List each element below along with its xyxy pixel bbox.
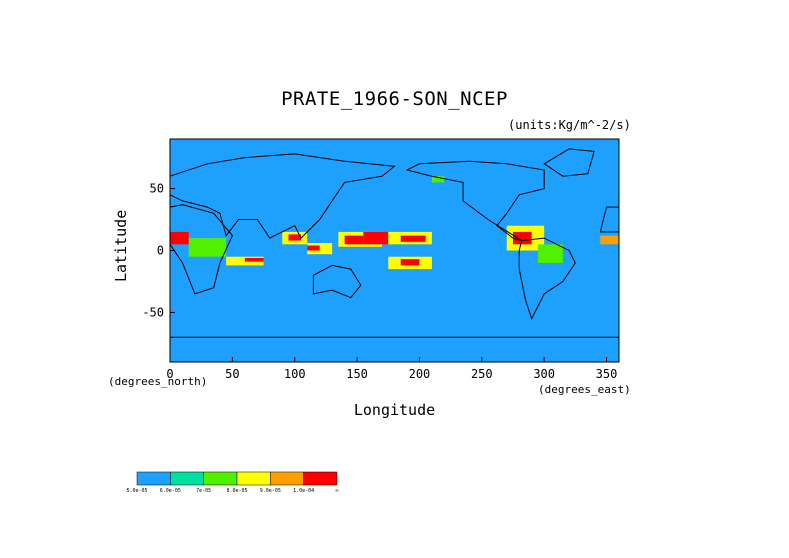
coastline bbox=[169, 204, 233, 295]
precip-cell bbox=[400, 235, 426, 242]
x-tick-label: 250 bbox=[471, 367, 493, 381]
colorbar-swatch bbox=[170, 471, 204, 486]
colorbar-label: ∞ bbox=[335, 488, 338, 494]
x-tick-label: 50 bbox=[225, 367, 239, 381]
colorbar-label: 7e-05 bbox=[196, 488, 211, 494]
y-tick-label: -50 bbox=[142, 305, 164, 319]
colorbar-swatch bbox=[236, 471, 271, 486]
x-tick-label: 200 bbox=[409, 367, 431, 381]
colorbar-label: 9.0e-05 bbox=[260, 488, 281, 494]
precip-cell bbox=[307, 245, 320, 251]
x-unit-label: (degrees_east) bbox=[538, 383, 631, 396]
y-unit-label: (degrees_north) bbox=[108, 375, 208, 388]
colorbar: 5.0e-05 6.0e-05 7e-05 8.0e-05 9.0e-05 1.0e-04… bbox=[126, 471, 339, 494]
colorbar-label: 5.0e-05 bbox=[126, 488, 147, 494]
colorbar-label: 1.0e-04 bbox=[293, 488, 314, 494]
x-tick-label: 300 bbox=[533, 367, 555, 381]
colorbar-swatch bbox=[270, 471, 304, 486]
precip-cell bbox=[288, 234, 301, 241]
x-ticks: 0 50 100 150 200 250 300 350 bbox=[166, 357, 617, 381]
y-tick-label: 50 bbox=[150, 182, 164, 196]
x-tick-label: 150 bbox=[346, 367, 368, 381]
colorbar-swatch bbox=[136, 471, 171, 486]
x-tick-label: 100 bbox=[284, 367, 306, 381]
x-tick-label: 350 bbox=[596, 367, 618, 381]
precip-cell bbox=[363, 231, 389, 245]
y-tick-label: 0 bbox=[157, 244, 164, 258]
colorbar-label: 6.0e-05 bbox=[160, 488, 181, 494]
precip-cell bbox=[170, 231, 189, 245]
coastline bbox=[518, 237, 576, 320]
colorbar-swatch bbox=[203, 471, 238, 486]
coastline bbox=[169, 153, 396, 239]
coastline bbox=[405, 160, 545, 242]
precip-cell bbox=[400, 259, 420, 266]
precip-cell bbox=[431, 176, 445, 183]
precip-cell bbox=[512, 231, 532, 245]
y-ticks: 50 0 -50 bbox=[142, 182, 175, 319]
x-axis-label: Longitude bbox=[353, 401, 436, 419]
coastline bbox=[543, 148, 595, 177]
precip-cell bbox=[600, 235, 619, 245]
colorbar-swatch bbox=[303, 471, 338, 486]
units-label: (units:Kg/m^-2/s) bbox=[508, 118, 631, 132]
precip-cell bbox=[244, 257, 264, 262]
coastline bbox=[312, 264, 362, 299]
x-tick-label: 0 bbox=[166, 367, 173, 381]
precip-cell bbox=[344, 235, 364, 245]
precip-cell bbox=[188, 238, 227, 257]
precip-cell bbox=[537, 244, 563, 263]
colorbar-label: 8.0e-05 bbox=[226, 488, 247, 494]
chart-title: PRATE_1966-SON_NCEP bbox=[281, 88, 508, 110]
